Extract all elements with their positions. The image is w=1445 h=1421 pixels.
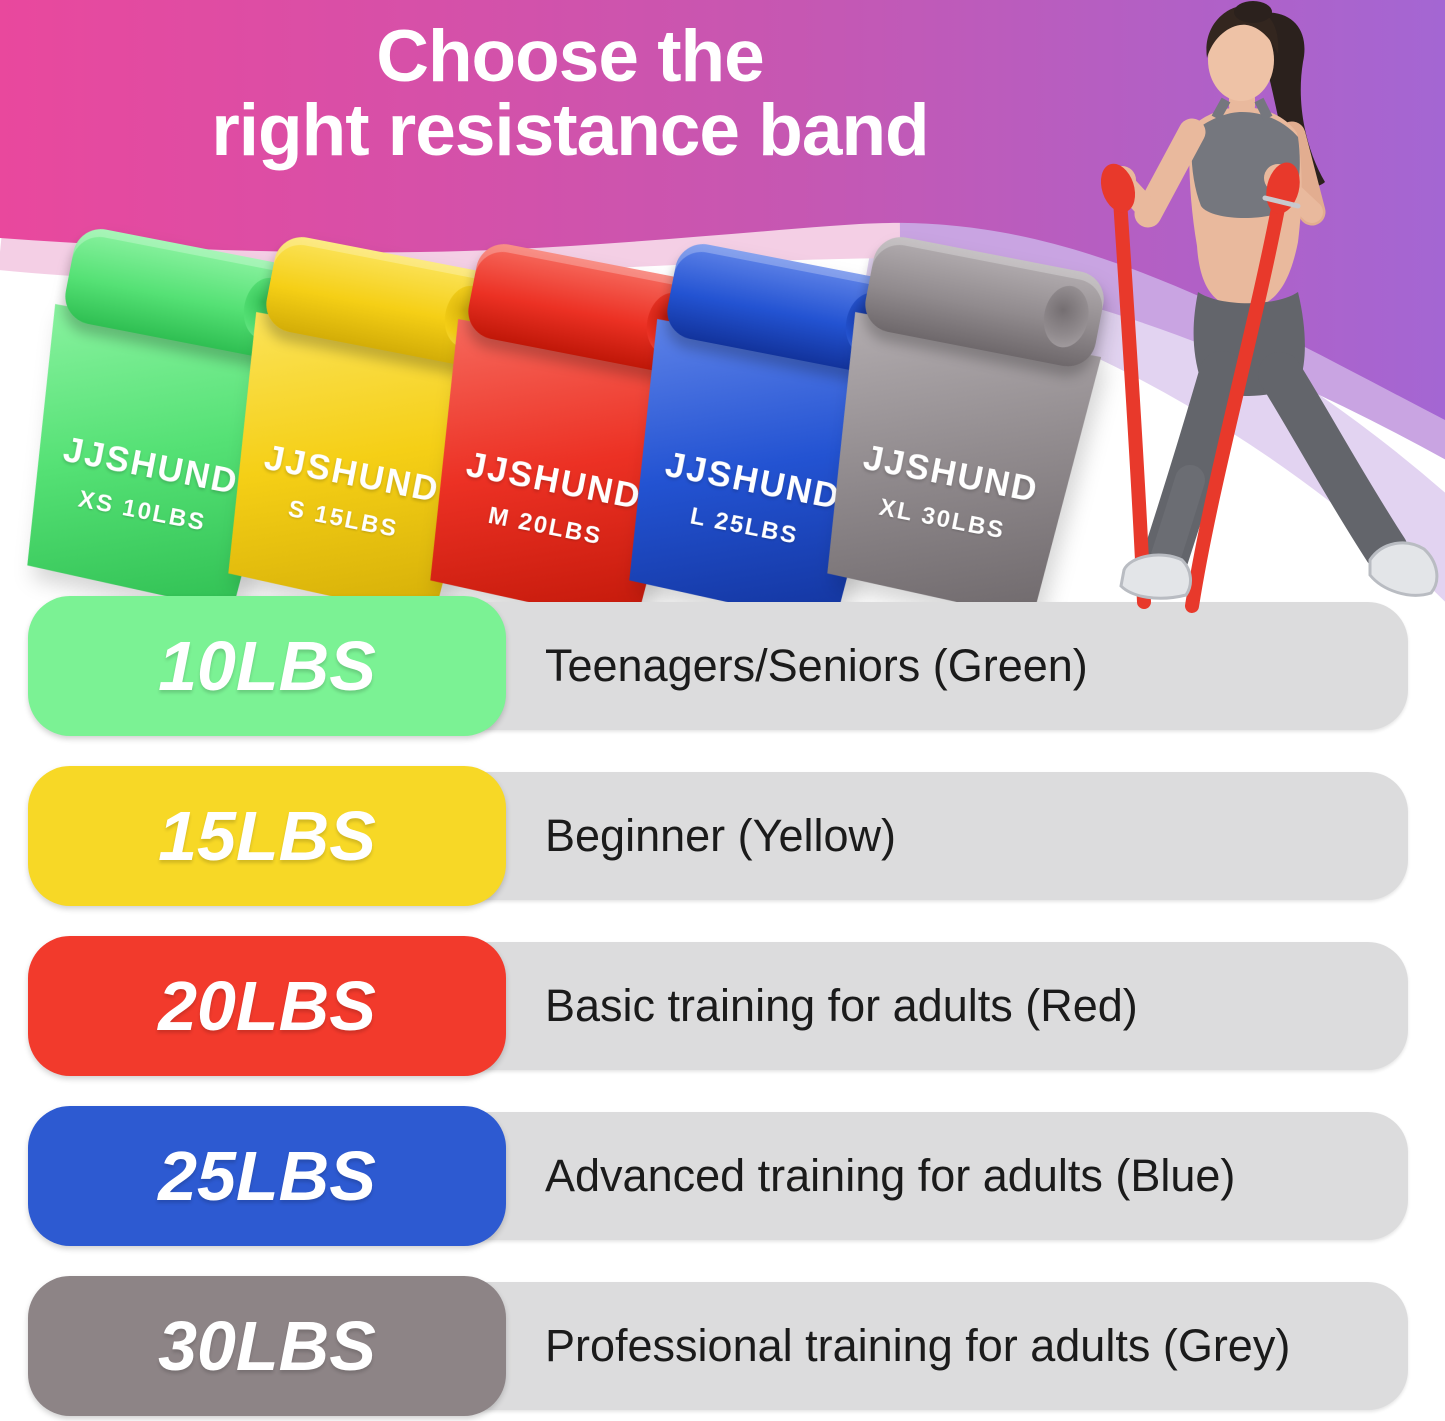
guide-row-25lbs: 25LBS Advanced training for adults (Blue… [0, 1106, 1445, 1246]
header-gradient-shape [0, 0, 1445, 420]
guide-row-15lbs: 15LBS Beginner (Yellow) [0, 766, 1445, 906]
weight-badge-30lbs: 30LBS [28, 1276, 506, 1416]
lavender-stripe [877, 206, 1445, 460]
weight-badge-15lbs: 15LBS [28, 766, 506, 906]
red-band-strand-right [1185, 191, 1287, 613]
title-line-2: right resistance band [211, 90, 929, 172]
guide-row-30lbs: 30LBS Professional training for adults (… [0, 1276, 1445, 1416]
left-shoe [1119, 553, 1192, 600]
model-photo-woman-with-red-band [1100, 1, 1439, 613]
left-arm [1134, 118, 1206, 228]
row-description: Professional training for adults (Grey) [545, 1320, 1291, 1371]
guide-row-10lbs: 10LBS Teenagers/Seniors (Green) [0, 596, 1445, 736]
weight-badge-20lbs: 20LBS [28, 936, 506, 1076]
title-line-1: Choose the [376, 16, 764, 97]
hair-bun [1234, 1, 1272, 23]
row-description: Basic training for adults (Red) [545, 980, 1138, 1031]
page-title: Choose the right resistance band [0, 16, 1140, 172]
row-description: Beginner (Yellow) [545, 810, 897, 861]
weight-badge-25lbs: 25LBS [28, 1106, 506, 1246]
red-band-strand-left [1113, 193, 1151, 609]
right-shoe [1368, 541, 1439, 597]
bracelet [1262, 195, 1301, 209]
face [1208, 19, 1274, 101]
row-description: Advanced training for adults (Blue) [545, 1150, 1236, 1201]
guide-row-20lbs: 20LBS Basic training for adults (Red) [0, 936, 1445, 1076]
weight-badge-10lbs: 10LBS [28, 596, 506, 736]
row-description: Teenagers/Seniors (Green) [545, 640, 1088, 691]
red-band-handle-left [1100, 163, 1136, 213]
